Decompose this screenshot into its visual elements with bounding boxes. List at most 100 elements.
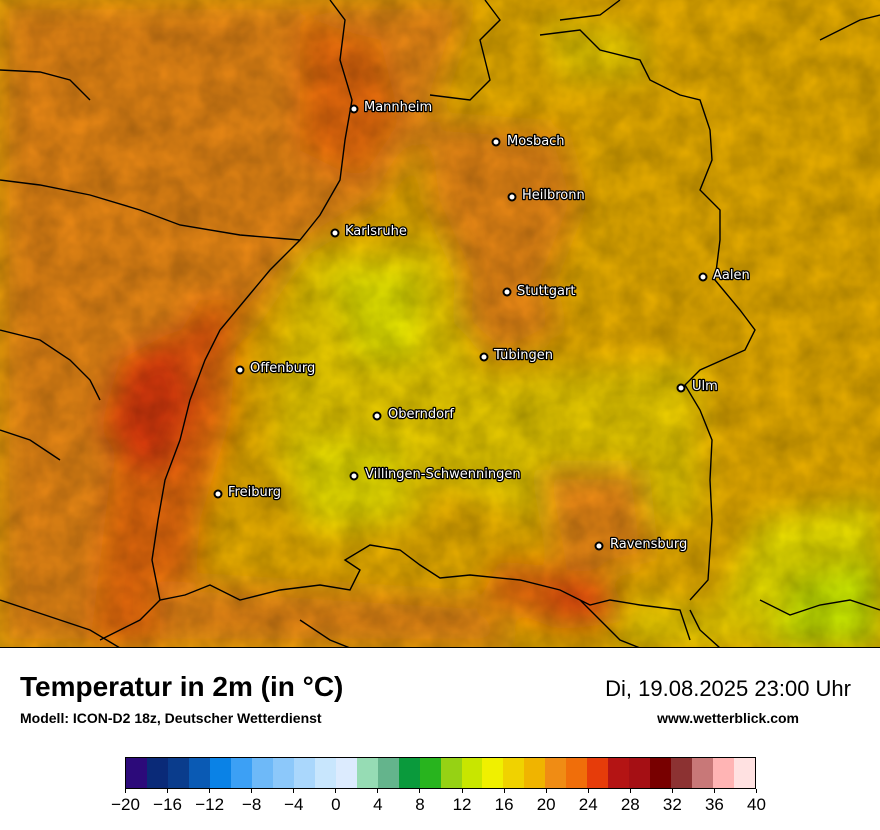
- legend-tick-mark: [125, 789, 126, 793]
- texture: [0, 0, 880, 647]
- legend-tick-mark: [671, 789, 673, 793]
- city-label-stuttgart: Stuttgart: [517, 284, 575, 299]
- city-label-aalen: Aalen: [713, 268, 750, 283]
- city-mosbach: Mosbach: [491, 133, 566, 150]
- legend-tick-label: 40: [747, 795, 766, 814]
- legend-color-segment: [209, 758, 231, 788]
- legend-tick-mark: [713, 789, 715, 793]
- legend-color-segment: [713, 758, 735, 788]
- city-label-freiburg: Freiburg: [228, 485, 281, 500]
- city-label-oberndorf: Oberndorf: [388, 407, 454, 422]
- legend-color-segment: [524, 758, 546, 788]
- legend-color-segment: [126, 758, 147, 788]
- city-heilbronn: Heilbronn: [507, 187, 586, 204]
- legend-tick-label: −4: [284, 795, 304, 814]
- city-label-villingen: Villingen-Schwenningen: [365, 467, 521, 482]
- city-label-mannheim: Mannheim: [364, 100, 432, 115]
- legend-color-segment: [146, 758, 168, 788]
- legend-color-segment: [377, 758, 399, 788]
- legend-color-segment: [230, 758, 252, 788]
- city-offenburg: Offenburg: [235, 360, 317, 377]
- legend-color-segment: [587, 758, 609, 788]
- footer: Temperatur in 2m (in °C) Modell: ICON-D2…: [0, 649, 880, 830]
- legend-tick-mark: [461, 789, 463, 793]
- legend-color-segment: [461, 758, 483, 788]
- city-label-heilbronn: Heilbronn: [522, 188, 585, 203]
- legend-tick-label: 0: [331, 795, 341, 814]
- legend-tick-mark: [167, 789, 169, 793]
- legend-tick-label: 32: [662, 795, 682, 814]
- legend-color-segment: [440, 758, 462, 788]
- legend-tick-mark: [209, 789, 211, 793]
- legend-tick-mark: [293, 789, 295, 793]
- legend-color-segment: [335, 758, 357, 788]
- legend-tick-label: −12: [195, 795, 225, 814]
- legend-color-segment: [482, 758, 504, 788]
- city-tuebingen: Tübingen: [479, 347, 554, 364]
- legend-color-segment: [545, 758, 567, 788]
- legend-color-segment: [272, 758, 294, 788]
- legend-tick-mark: [503, 789, 505, 793]
- city-markers: Mannheim Mosbach Heilbronn Karlsruhe Aal…: [213, 99, 751, 553]
- legend-color-segment: [167, 758, 189, 788]
- legend-tick-mark: [587, 789, 589, 793]
- map-svg: Mannheim Mosbach Heilbronn Karlsruhe Aal…: [0, 0, 880, 647]
- city-stuttgart: Stuttgart: [502, 283, 577, 300]
- city-label-ravensburg: Ravensburg: [610, 537, 687, 552]
- city-ulm: Ulm: [676, 378, 719, 395]
- legend-tick-mark: [545, 789, 547, 793]
- legend-color-segment: [293, 758, 315, 788]
- legend-tick-mark: [419, 789, 421, 793]
- city-aalen: Aalen: [698, 267, 751, 284]
- legend-color-segment: [671, 758, 693, 788]
- city-karlsruhe: Karlsruhe: [330, 223, 408, 240]
- city-label-ulm: Ulm: [692, 379, 718, 394]
- legend-tick-mark: [629, 789, 631, 793]
- legend-tick-mark: [377, 789, 379, 793]
- legend-ticks: −20 −16 −12 −8 −4 0 4 8 12 16 20 24 28 32 36 40: [111, 789, 766, 829]
- city-label-offenburg: Offenburg: [250, 361, 315, 376]
- legend-tick-label: 8: [415, 795, 425, 814]
- legend-color-segment: [419, 758, 441, 788]
- website-link[interactable]: www.wetterblick.com: [657, 710, 799, 726]
- legend-tick-label: −8: [241, 795, 262, 814]
- city-label-tuebingen: Tübingen: [493, 348, 553, 363]
- model-info: Modell: ICON-D2 18z, Deutscher Wetterdie…: [20, 710, 322, 726]
- legend-tick-mark: [756, 789, 757, 793]
- legend-tick-label: 12: [452, 795, 472, 814]
- map-title: Temperatur in 2m (in °C): [20, 671, 344, 702]
- legend-tick-label: 20: [536, 795, 556, 814]
- legend-color-segment: [314, 758, 336, 788]
- legend-tick-label: 28: [620, 795, 640, 814]
- legend-tick-label: −16: [153, 795, 182, 814]
- legend-tick-mark: [251, 789, 253, 793]
- city-freiburg: Freiburg: [213, 484, 282, 501]
- legend-color-segment: [608, 758, 630, 788]
- legend-color-segment: [650, 758, 672, 788]
- legend-color-segment: [188, 758, 210, 788]
- borders: [0, 0, 880, 647]
- legend-color-segment: [734, 758, 756, 788]
- forecast-datetime: Di, 19.08.2025 23:00 Uhr: [605, 676, 851, 701]
- city-mannheim: Mannheim: [349, 99, 433, 116]
- city-label-karlsruhe: Karlsruhe: [345, 224, 407, 239]
- legend-tick-label: 36: [704, 795, 724, 814]
- city-ravensburg: Ravensburg: [594, 536, 689, 553]
- legend-tick-label: 24: [578, 795, 598, 814]
- city-label-mosbach: Mosbach: [507, 134, 565, 149]
- legend-colorbar: [125, 757, 756, 789]
- legend-color-segment: [503, 758, 525, 788]
- legend-color-segment: [356, 758, 378, 788]
- temperature-map: Mannheim Mosbach Heilbronn Karlsruhe Aal…: [0, 0, 880, 648]
- city-oberndorf: Oberndorf: [372, 406, 456, 423]
- legend-color-segment: [398, 758, 420, 788]
- legend-tick-label: −20: [111, 795, 140, 814]
- city-villingen: Villingen-Schwenningen: [349, 466, 522, 483]
- legend-color-segment: [629, 758, 651, 788]
- legend-tick-label: 16: [494, 795, 514, 814]
- legend-color-segment: [692, 758, 714, 788]
- legend-color-segment: [251, 758, 273, 788]
- legend-color-segment: [566, 758, 588, 788]
- legend-tick-label: 4: [373, 795, 383, 814]
- legend-tick-mark: [335, 789, 337, 793]
